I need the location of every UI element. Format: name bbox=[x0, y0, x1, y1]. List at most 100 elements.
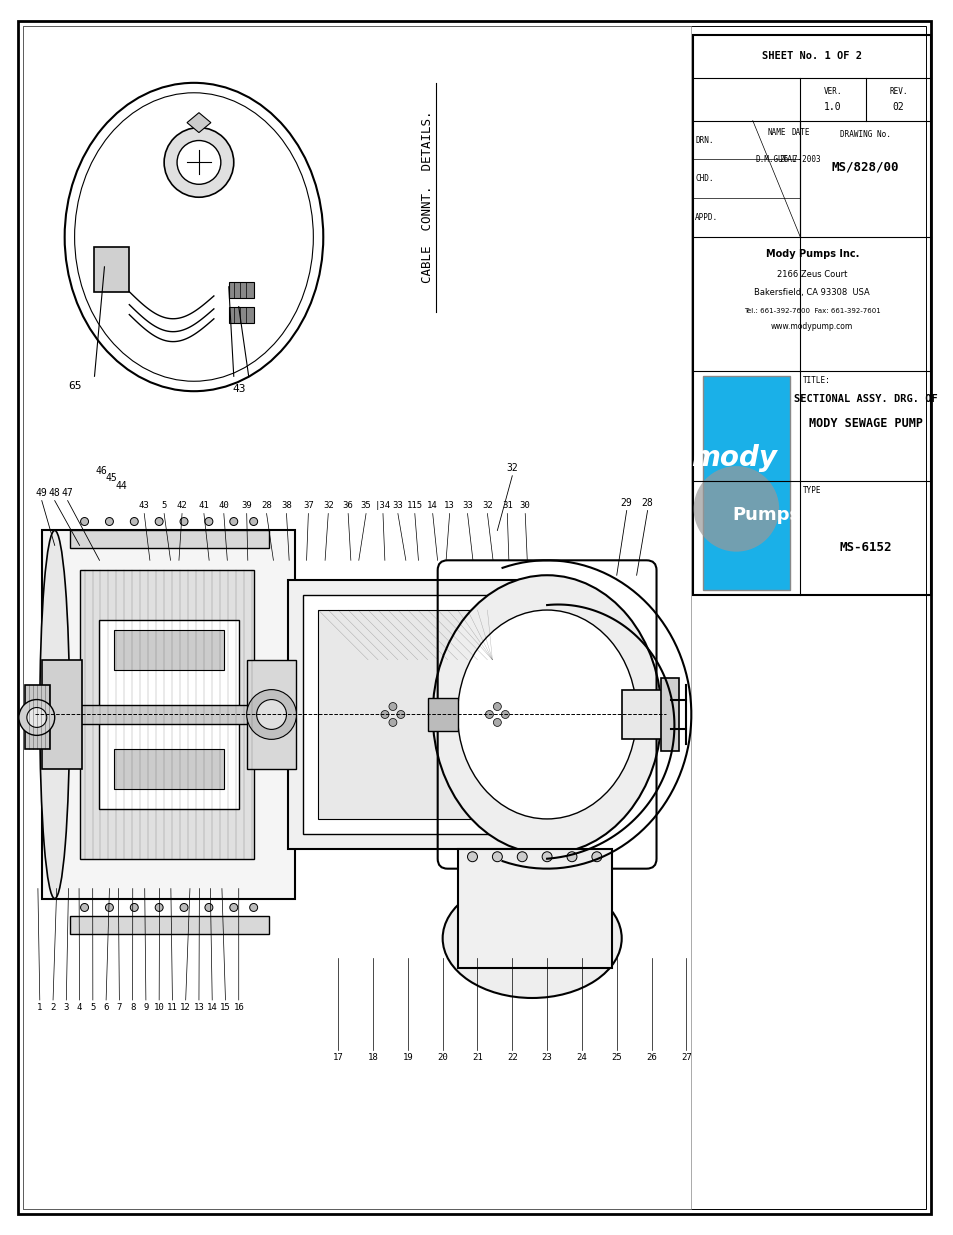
Bar bbox=[318, 610, 492, 819]
Text: DRAWING No.: DRAWING No. bbox=[840, 130, 890, 138]
Text: VER.: VER. bbox=[822, 86, 841, 96]
Bar bbox=[660, 678, 679, 751]
Circle shape bbox=[180, 904, 188, 911]
Circle shape bbox=[517, 852, 527, 862]
Circle shape bbox=[205, 904, 213, 911]
Text: TYPE: TYPE bbox=[802, 485, 821, 495]
Text: 37: 37 bbox=[303, 501, 314, 510]
Text: 32: 32 bbox=[322, 501, 334, 510]
Bar bbox=[42, 659, 82, 769]
Text: 15: 15 bbox=[220, 1003, 231, 1013]
Circle shape bbox=[492, 852, 502, 862]
Circle shape bbox=[256, 699, 286, 730]
Text: 32: 32 bbox=[481, 501, 493, 510]
Text: 14: 14 bbox=[427, 501, 437, 510]
Circle shape bbox=[380, 710, 389, 719]
Bar bbox=[229, 282, 253, 298]
Ellipse shape bbox=[65, 83, 323, 391]
Ellipse shape bbox=[457, 610, 636, 819]
Text: 27: 27 bbox=[680, 1053, 691, 1062]
Text: 22: 22 bbox=[506, 1053, 517, 1062]
Circle shape bbox=[389, 719, 396, 726]
Text: 21: 21 bbox=[472, 1053, 482, 1062]
Text: 5: 5 bbox=[161, 501, 167, 510]
Circle shape bbox=[164, 127, 233, 198]
Circle shape bbox=[106, 904, 113, 911]
Text: 40: 40 bbox=[218, 501, 229, 510]
Circle shape bbox=[467, 852, 476, 862]
Text: Pumps: Pumps bbox=[731, 506, 800, 525]
Ellipse shape bbox=[433, 576, 660, 853]
Bar bbox=[693, 35, 930, 595]
Ellipse shape bbox=[442, 878, 621, 998]
Text: MODY SEWAGE PUMP: MODY SEWAGE PUMP bbox=[808, 416, 922, 430]
Circle shape bbox=[247, 689, 296, 740]
Bar bbox=[23, 26, 691, 1209]
Text: CHD.: CHD. bbox=[695, 174, 713, 183]
Text: 33: 33 bbox=[461, 501, 473, 510]
Text: 30: 30 bbox=[519, 501, 530, 510]
Circle shape bbox=[230, 904, 237, 911]
Bar bbox=[621, 689, 671, 740]
Text: 12: 12 bbox=[180, 1003, 191, 1013]
Circle shape bbox=[177, 141, 220, 184]
Text: 13: 13 bbox=[193, 1003, 204, 1013]
Circle shape bbox=[541, 852, 552, 862]
Text: CABLE  CONNT.  DETAILS.: CABLE CONNT. DETAILS. bbox=[421, 111, 434, 284]
Text: 18: 18 bbox=[367, 1053, 378, 1062]
Text: 43: 43 bbox=[232, 384, 245, 394]
Text: Bakersfield, CA 93308  USA: Bakersfield, CA 93308 USA bbox=[754, 288, 869, 296]
Text: NAME: NAME bbox=[766, 127, 785, 137]
Text: 32: 32 bbox=[506, 463, 517, 473]
Circle shape bbox=[493, 719, 501, 726]
Text: 3: 3 bbox=[64, 1003, 69, 1013]
Text: MS/828/00: MS/828/00 bbox=[831, 161, 899, 174]
Polygon shape bbox=[187, 112, 211, 132]
Circle shape bbox=[155, 517, 163, 525]
Text: 36: 36 bbox=[342, 501, 354, 510]
Circle shape bbox=[80, 904, 89, 911]
Text: SHEET No. 1 OF 2: SHEET No. 1 OF 2 bbox=[761, 52, 862, 62]
Text: 2: 2 bbox=[51, 1003, 55, 1013]
Text: DATE: DATE bbox=[790, 127, 809, 137]
Circle shape bbox=[131, 904, 138, 911]
Text: 38: 38 bbox=[281, 501, 292, 510]
Circle shape bbox=[80, 517, 89, 525]
Bar bbox=[457, 848, 611, 968]
Text: 23: 23 bbox=[541, 1053, 552, 1062]
Text: 17: 17 bbox=[333, 1053, 343, 1062]
Text: 33: 33 bbox=[392, 501, 403, 510]
Text: 28: 28 bbox=[641, 498, 653, 508]
Text: 39: 39 bbox=[241, 501, 252, 510]
Bar bbox=[79, 704, 507, 725]
Text: TITLE:: TITLE: bbox=[802, 377, 830, 385]
Ellipse shape bbox=[74, 93, 313, 382]
Bar bbox=[70, 531, 269, 548]
Text: 8: 8 bbox=[130, 1003, 135, 1013]
Bar bbox=[114, 750, 224, 789]
Circle shape bbox=[205, 517, 213, 525]
Bar bbox=[247, 659, 296, 769]
Text: SECTIONAL ASSY. DRG. OF: SECTIONAL ASSY. DRG. OF bbox=[793, 394, 937, 404]
Text: 02: 02 bbox=[892, 103, 903, 112]
Text: 29: 29 bbox=[620, 498, 632, 508]
Text: 43: 43 bbox=[139, 501, 150, 510]
Bar bbox=[288, 580, 527, 848]
Text: 4: 4 bbox=[77, 1003, 82, 1013]
Bar bbox=[94, 247, 130, 291]
Text: 65: 65 bbox=[68, 382, 81, 391]
Circle shape bbox=[180, 517, 188, 525]
Bar bbox=[303, 595, 512, 834]
Circle shape bbox=[493, 703, 501, 710]
Text: 46: 46 bbox=[95, 466, 108, 475]
Text: REV.: REV. bbox=[888, 86, 906, 96]
Bar bbox=[79, 571, 253, 858]
Circle shape bbox=[693, 466, 779, 552]
Text: 44: 44 bbox=[115, 480, 127, 490]
Bar bbox=[42, 531, 295, 899]
Text: 7: 7 bbox=[116, 1003, 122, 1013]
Text: 13: 13 bbox=[444, 501, 455, 510]
Circle shape bbox=[485, 710, 493, 719]
Text: 2166 Zeus Court: 2166 Zeus Court bbox=[776, 269, 846, 279]
Circle shape bbox=[250, 904, 257, 911]
